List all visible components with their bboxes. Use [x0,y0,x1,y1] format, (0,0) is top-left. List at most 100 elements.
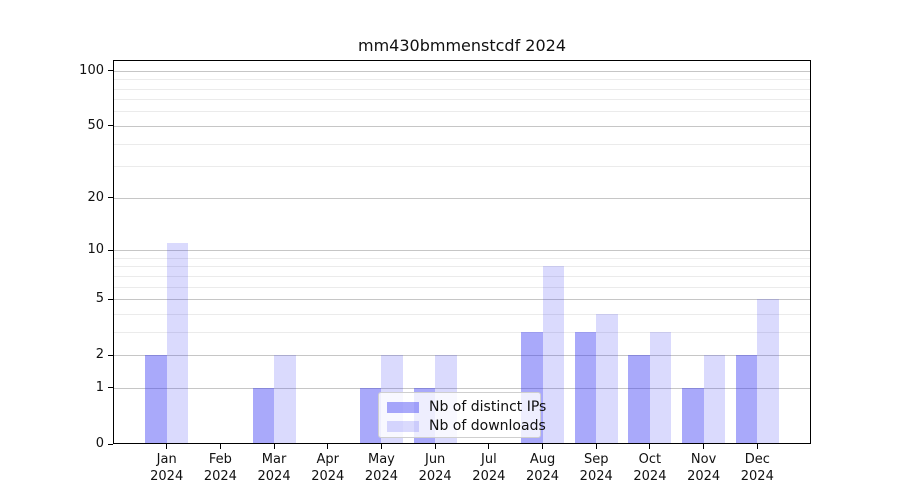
bar-downloads-jan [166,243,189,443]
bar-distinct-ips-sep [574,331,597,443]
bar-distinct-ips-may [359,387,382,443]
bar-downloads-dec [757,299,779,443]
x-tick-label-year: 2024 [418,469,452,484]
x-tick-label-mar: Mar 2024 [234,451,314,485]
y-tick-10 [108,249,113,251]
x-tick-label-month: Feb [208,452,232,467]
x-tick-label-year: 2024 [579,469,613,484]
bar-downloads-oct [649,331,672,443]
bar-distinct-ips-nov [682,387,704,443]
y-tick-0 [108,443,113,445]
x-tick-label-jan: Jan 2024 [127,451,207,485]
legend-swatch-downloads [387,421,419,432]
bar-distinct-ips-dec [735,355,758,443]
gridline-minor-30 [114,166,810,168]
gridline-major-100 [114,70,810,72]
bar-distinct-ips-jan [145,355,167,443]
gridline-major-10 [114,250,810,252]
x-tick-label-apr: Apr 2024 [288,451,368,485]
y-tick-1 [108,387,113,389]
bar-downloads-aug [542,266,565,443]
y-tick-label-5: 5 [95,291,104,307]
gridline-minor-40 [114,143,810,145]
gridline-minor-70 [114,99,810,101]
x-tick-label-year: 2024 [740,469,774,484]
bar-downloads-sep [596,313,618,443]
bar-downloads-nov [703,355,726,443]
gridline-minor-60 [114,111,810,113]
x-tick-label-year: 2024 [150,469,184,484]
x-tick-label-year: 2024 [257,469,291,484]
gridline-minor-80 [114,88,810,90]
x-tick-label-month: Dec [744,452,770,467]
gridline-major-50 [114,125,810,127]
legend-item-downloads: Nb of downloads [387,418,546,435]
x-tick-label-oct: Oct 2024 [610,451,690,485]
y-tick-label-1: 1 [95,379,104,395]
y-tick-label-50: 50 [87,117,104,133]
x-tick-label-nov: Nov 2024 [664,451,744,485]
y-tick-50 [108,125,113,127]
bar-distinct-ips-mar [252,387,275,443]
chart-title: mm430bmmenstcdf 2024 [357,36,567,55]
x-tick-nov [703,444,705,449]
gridline-major-20 [114,197,810,199]
x-tick-label-month: Jun [424,452,446,467]
bar-downloads-mar [274,355,296,443]
y-tick-20 [108,197,113,199]
x-tick-label-year: 2024 [633,469,667,484]
x-tick-label-month: Jul [481,452,497,467]
gridline-minor-8 [114,266,810,268]
y-tick-100 [108,70,113,72]
x-tick-jan [166,444,168,449]
y-tick-label-0: 0 [95,436,104,451]
x-tick-label-month: Aug [529,452,556,467]
gridline-major-1 [114,387,810,389]
plot-area [113,60,811,444]
legend-swatch-distinct-ips [387,402,419,413]
x-tick-label-year: 2024 [525,469,560,484]
y-tick-label-10: 10 [87,242,104,258]
y-tick-label-100: 100 [79,62,104,78]
gridline-major-2 [114,355,810,357]
x-tick-mar [273,444,275,449]
x-tick-aug [542,444,544,449]
bar-distinct-ips-oct [628,355,650,443]
gridline-minor-6 [114,286,810,288]
x-tick-dec [756,444,758,449]
x-tick-jun [434,444,436,449]
x-tick-label-month: Sep [583,452,609,467]
x-tick-label-month: Jan [156,452,177,467]
x-tick-label-year: 2024 [472,469,506,484]
gridline-minor-90 [114,79,810,81]
y-tick-2 [108,354,113,356]
x-tick-label-jul: Jul 2024 [449,451,529,485]
x-tick-label-month: Mar [261,452,287,467]
x-tick-label-year: 2024 [311,469,345,484]
x-tick-label-aug: Aug 2024 [503,451,583,485]
x-tick-label-month: Oct [638,452,662,467]
x-tick-label-may: May 2024 [341,451,421,485]
x-tick-sep [595,444,597,449]
x-tick-label-month: Apr [316,452,340,467]
x-tick-label-month: May [368,452,395,467]
x-tick-label-year: 2024 [687,469,721,484]
legend-label-downloads: Nb of downloads [429,418,546,434]
x-tick-label-dec: Dec 2024 [717,451,797,485]
legend-label-distinct-ips: Nb of distinct IPs [429,399,547,415]
x-tick-label-sep: Sep 2024 [556,451,636,485]
x-tick-apr [327,444,329,449]
legend: Nb of distinct IPs Nb of downloads [378,392,546,438]
y-tick-label-2: 2 [95,347,104,363]
x-tick-label-feb: Feb 2024 [180,451,260,485]
x-tick-label-year: 2024 [203,469,237,484]
gridline-major-5 [114,299,810,301]
gridline-minor-4 [114,313,810,315]
gridline-minor-9 [114,257,810,259]
x-tick-label-year: 2024 [364,469,398,484]
x-tick-label-jun: Jun 2024 [395,451,475,485]
gridline-minor-7 [114,275,810,277]
x-tick-oct [649,444,651,449]
legend-item-distinct-ips: Nb of distinct IPs [387,399,546,416]
